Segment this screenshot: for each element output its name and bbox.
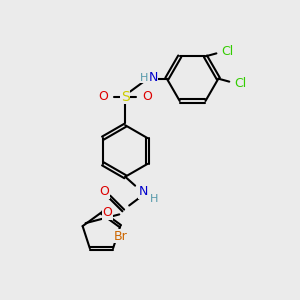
Text: N: N xyxy=(148,71,158,84)
Text: S: S xyxy=(121,89,130,103)
Text: N: N xyxy=(138,185,148,198)
Text: O: O xyxy=(142,90,152,103)
Text: H: H xyxy=(150,194,158,203)
Text: Cl: Cl xyxy=(234,77,246,90)
Text: H: H xyxy=(140,73,148,83)
Text: O: O xyxy=(100,185,110,198)
Text: O: O xyxy=(98,90,108,103)
Text: O: O xyxy=(103,206,112,219)
Text: Br: Br xyxy=(113,230,127,242)
Text: Cl: Cl xyxy=(221,45,233,58)
